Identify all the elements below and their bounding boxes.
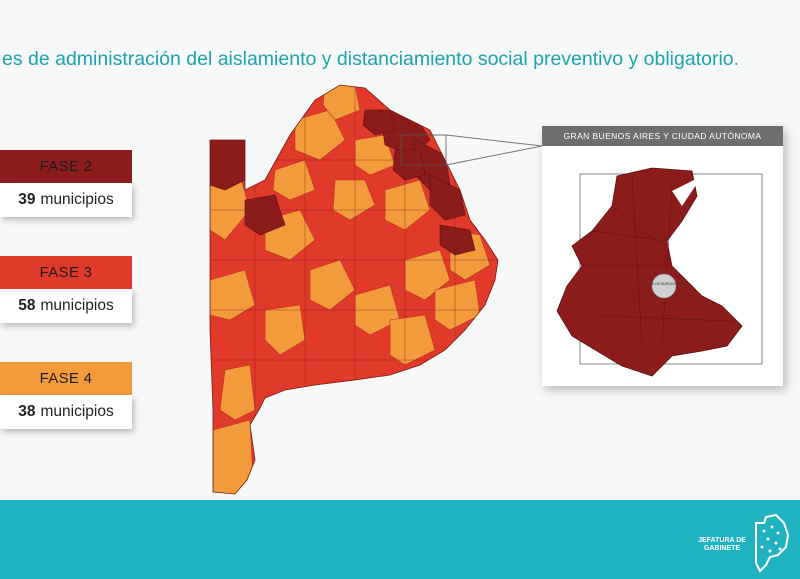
legend-fase-4-count: 38 municipios xyxy=(0,395,132,429)
caba-label: CIUDAD DE BUENOS AIRES xyxy=(641,282,688,286)
province-map xyxy=(209,84,499,495)
legend-fase-2-count: 39 municipios xyxy=(0,183,132,217)
legend-fase-4-number: 38 xyxy=(18,403,36,420)
gba-map: CIUDAD DE BUENOS AIRES xyxy=(556,167,763,377)
footer-bar xyxy=(0,500,800,579)
legend-fase-2-number: 39 xyxy=(18,191,36,208)
jefatura-label: JEFATURA DE GABINETE xyxy=(698,537,746,553)
legend-fase-3-count: 58 municipios xyxy=(0,289,132,323)
legend-fase-3-unit: municipios xyxy=(40,297,114,314)
gba-inset: GRAN BUENOS AIRES Y CIUDAD AUTÓNOMA CIUD… xyxy=(542,126,783,386)
legend-fase-2-label: FASE 2 xyxy=(0,150,132,183)
province-map-logo-icon xyxy=(755,513,790,573)
legend-fase-2: FASE 2 39 municipios xyxy=(0,150,132,217)
jefatura-line1: JEFATURA DE xyxy=(698,537,746,544)
legend-fase-4: FASE 4 38 municipios xyxy=(0,362,132,429)
legend-fase-3: FASE 3 58 municipios xyxy=(0,256,132,323)
legend-fase-3-label: FASE 3 xyxy=(0,256,132,289)
legend-fase-4-unit: municipios xyxy=(40,403,114,420)
caba-area xyxy=(651,273,677,299)
jefatura-line2: GABINETE xyxy=(703,545,741,552)
legend-fase-4-label: FASE 4 xyxy=(0,362,132,395)
inset-title: GRAN BUENOS AIRES Y CIUDAD AUTÓNOMA xyxy=(542,126,783,146)
legend-fase-2-unit: municipios xyxy=(40,191,114,208)
page-title: es de administración del aislamiento y d… xyxy=(2,48,740,70)
legend-fase-3-number: 58 xyxy=(18,297,36,314)
gba-highlight-box xyxy=(400,134,447,166)
